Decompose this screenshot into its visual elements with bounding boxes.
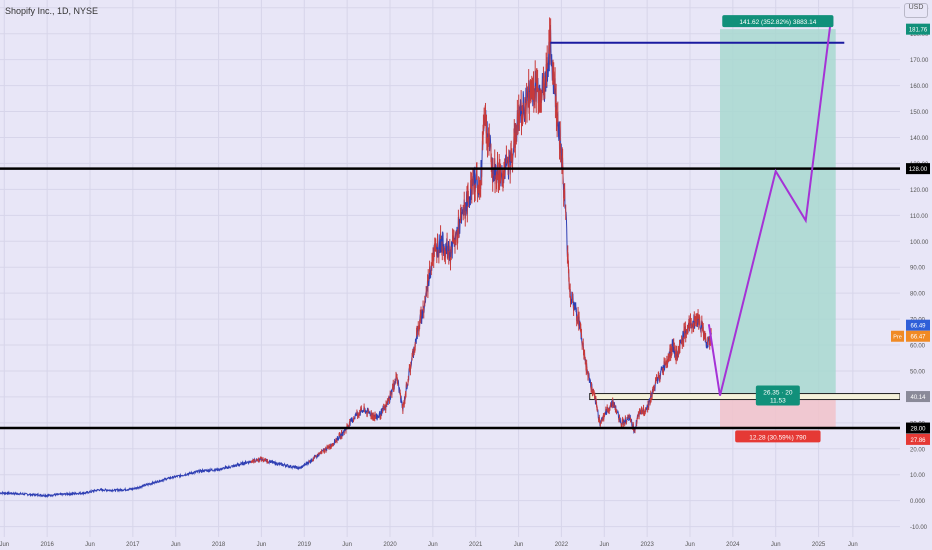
currency-button[interactable]: USD (904, 3, 928, 18)
tag-level-high-bg (906, 163, 930, 175)
x-tick-label: Jun (771, 542, 781, 548)
ratio-badge-bg (755, 385, 800, 406)
tag-pre-market-bg (906, 330, 930, 342)
tag-stop: 27.86 (906, 433, 930, 445)
y-tick-label: 60.00 (910, 344, 926, 350)
tag-entry-bg (906, 391, 930, 403)
x-tick-label: 2018 (212, 542, 226, 548)
tag-pre-market: 66.47 (906, 330, 930, 342)
x-tick-label: 2025 (812, 542, 826, 548)
pre-tag-bg (891, 330, 904, 342)
y-tick-label: -10.00 (910, 525, 928, 531)
y-tick-label: 0.000 (910, 499, 926, 505)
y-tick-label: 110.00 (910, 214, 929, 220)
tag-entry-text: 40.14 (910, 395, 926, 401)
y-tick-label: 140.00 (910, 136, 929, 142)
tag-entry: 40.14 (906, 391, 930, 403)
tag-target-text: 181.76 (909, 28, 928, 34)
loss-badge-bg (735, 430, 821, 443)
entry-box (589, 393, 901, 401)
x-tick-label: Jun (599, 542, 609, 548)
tag-level-low-bg (906, 422, 930, 434)
y-tick-label: 120.00 (910, 188, 929, 194)
projection-path (707, 15, 833, 396)
x-tick-label: Jun (257, 542, 267, 548)
tag-pre-market-text: 66.47 (910, 335, 926, 341)
x-tick-label: Jun (171, 542, 181, 548)
loss-badge: 12.28 (30.59%) 790 (735, 430, 821, 443)
x-tick-label: Jun (342, 542, 352, 548)
profit-badge: 141.62 (352.82%) 3883.14 (722, 15, 834, 28)
price-axis: -10.000.00010.0020.0030.0040.0050.0060.0… (900, 0, 932, 550)
tag-target: 181.76 (906, 23, 930, 35)
y-tick-label: 100.00 (910, 240, 929, 246)
y-tick-label: 50.00 (910, 369, 926, 375)
x-tick-label: 2019 (298, 542, 312, 548)
y-tick-label: 150.00 (910, 110, 929, 116)
tag-stop-bg (906, 433, 930, 445)
y-tick-label: 160.00 (910, 84, 929, 90)
tag-last-price: 66.49 (906, 319, 930, 331)
tag-stop-text: 27.86 (910, 438, 926, 444)
x-tick-label: Jun (514, 542, 524, 548)
x-tick-label: Jun (848, 542, 858, 548)
ratio-text-1: 26.35 · 20 (763, 390, 793, 397)
tag-level-low-text: 28.00 (910, 427, 926, 433)
x-tick-label: Jun (685, 542, 695, 548)
y-tick-label: 20.00 (910, 447, 926, 453)
tag-target-bg (906, 23, 930, 35)
y-tick-label: 170.00 (910, 58, 929, 64)
profit-zone (720, 29, 836, 397)
price-series-line (0, 24, 712, 499)
tag-level-low: 28.00 (906, 422, 930, 434)
tag-last-price-bg (906, 319, 930, 331)
ratio-text-2: 11.53 (770, 398, 786, 405)
x-tick-label: Jun (428, 542, 438, 548)
y-tick-label: 90.00 (910, 266, 926, 272)
x-tick-label: 2020 (383, 542, 397, 548)
x-tick-label: 2021 (469, 542, 483, 548)
loss-badge-text: 12.28 (30.59%) 790 (749, 434, 806, 441)
x-tick-label: 2024 (726, 542, 740, 548)
tag-level-high-text: 128.00 (909, 167, 928, 173)
x-tick-label: Jun (85, 542, 95, 548)
x-tick-label: Jun (0, 542, 9, 548)
x-tick-label: 2023 (640, 542, 654, 548)
x-tick-label: 2022 (555, 542, 569, 548)
price-axis-bg (900, 0, 932, 550)
price-down-bars (250, 17, 712, 464)
x-tick-label: 2017 (126, 542, 140, 548)
time-axis: Jun 2016 Jun 2017 Jun 2018 Jun 2019 Jun 2020 Jun 20… (0, 537, 932, 550)
time-axis-bg (0, 537, 932, 550)
profit-badge-text: 141.62 (352.82%) 3883.14 (739, 19, 816, 26)
symbol-title: Shopify Inc., 1D, NYSE (5, 6, 99, 16)
tag-last-price-text: 66.49 (910, 324, 926, 330)
tag-level-high: 128.00 (906, 163, 930, 175)
y-tick-label: 80.00 (910, 292, 926, 298)
y-tick-label: 10.00 (910, 473, 926, 479)
y-tick-label: 180.00 (910, 32, 929, 38)
x-tick-label: 2016 (40, 542, 54, 548)
profit-badge-bg (722, 15, 834, 28)
pre-tag-text: Pre (893, 335, 902, 341)
pre-tag: Pre (891, 330, 904, 342)
